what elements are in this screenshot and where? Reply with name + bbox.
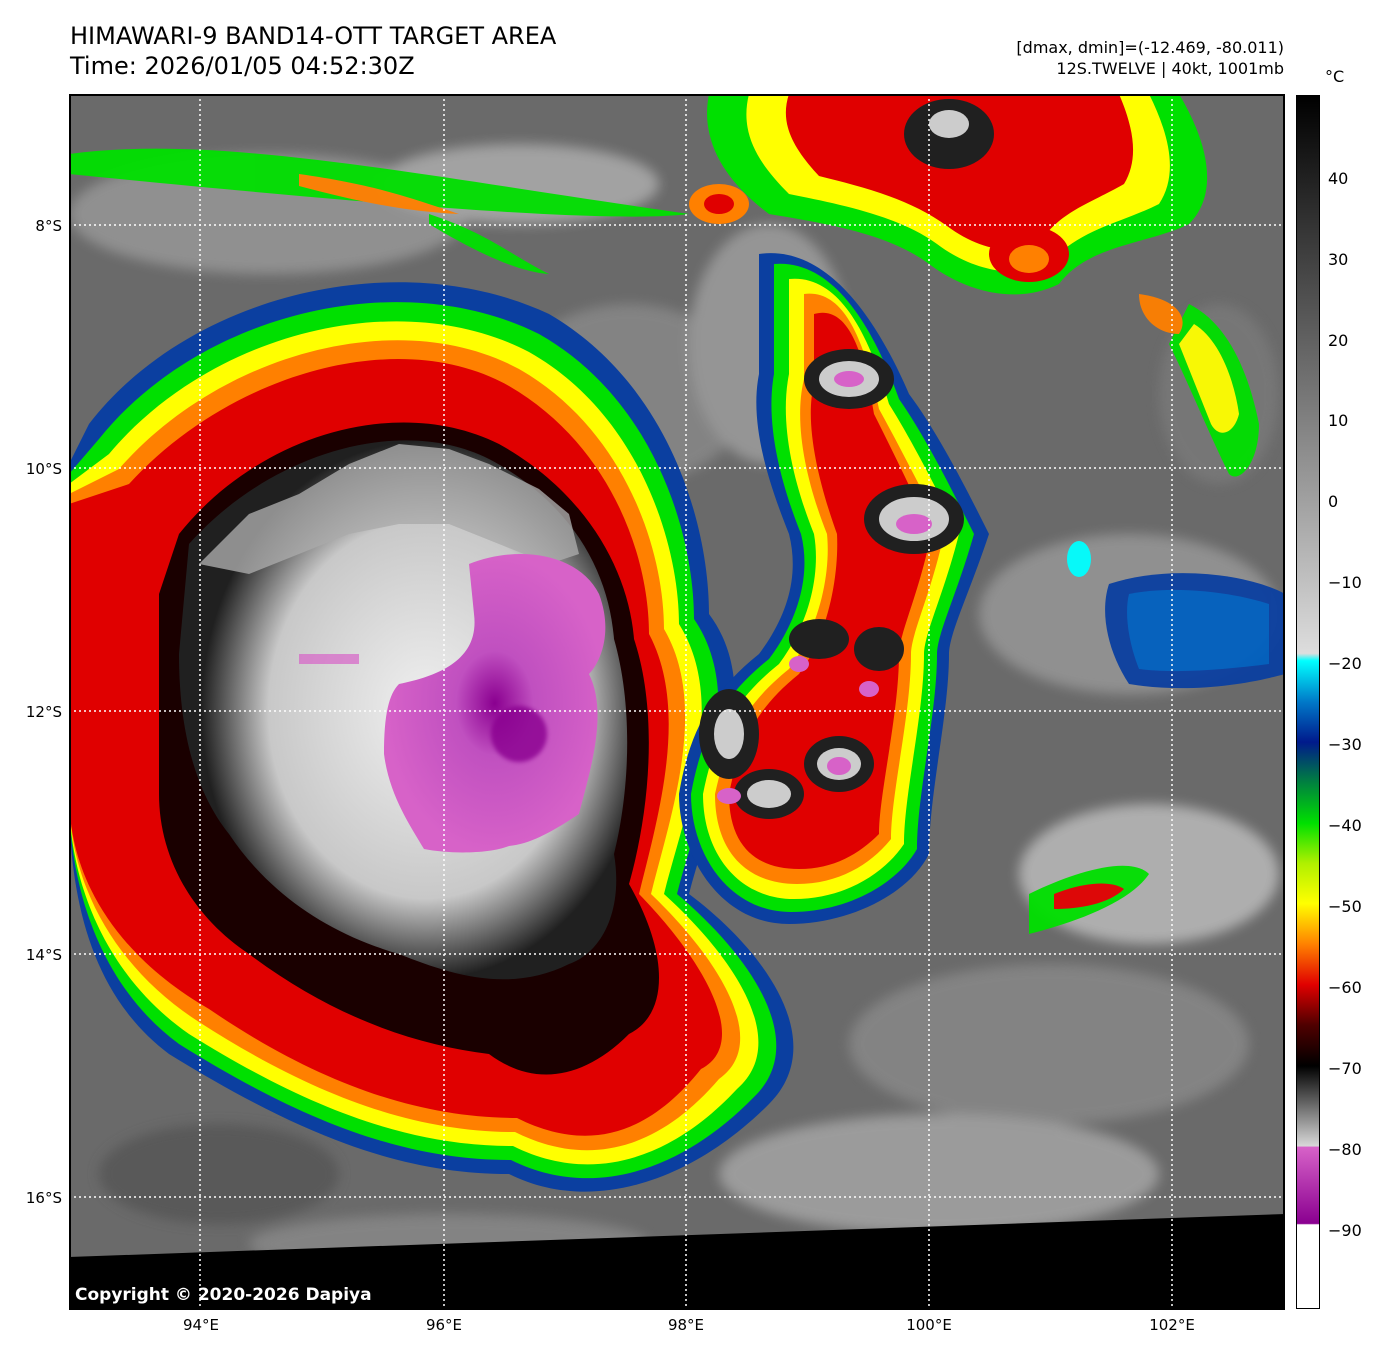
colorbar-tick-label: 0 bbox=[1328, 492, 1339, 511]
colorbar-unit: °C bbox=[1325, 67, 1345, 86]
colorbar-tick-label: −50 bbox=[1328, 897, 1362, 916]
colorbar-tick-label: −90 bbox=[1328, 1221, 1362, 1240]
colorbar-tick-label: −10 bbox=[1328, 573, 1362, 592]
colorbar-tick-label: 20 bbox=[1328, 331, 1349, 350]
lon-label-100e: 100°E bbox=[906, 1316, 952, 1334]
map-frame bbox=[69, 94, 1285, 1310]
colorbar-tick-label: −20 bbox=[1328, 654, 1362, 673]
colorbar-tick-label: −70 bbox=[1328, 1059, 1362, 1078]
lat-label-14s: 14°S bbox=[25, 946, 62, 964]
lon-label-96e: 96°E bbox=[425, 1316, 463, 1334]
colorbar-tick-label: −60 bbox=[1328, 978, 1362, 997]
colorbar-tick-label: 30 bbox=[1328, 250, 1349, 269]
lon-label-102e: 102°E bbox=[1149, 1316, 1195, 1334]
colorbar-tick-label: 10 bbox=[1328, 411, 1349, 430]
copyright-text: Copyright © 2020-2026 Dapiya bbox=[75, 1285, 372, 1305]
lat-label-12s: 12°S bbox=[25, 703, 62, 721]
convective-band bbox=[679, 253, 989, 924]
storm-info: 12S.TWELVE | 40kt, 1001mb bbox=[1056, 59, 1284, 78]
colorbar-tick-label: −30 bbox=[1328, 735, 1362, 754]
colorbar-tick-label: 40 bbox=[1328, 169, 1349, 188]
lon-label-98e: 98°E bbox=[667, 1316, 705, 1334]
cirrus-streaks bbox=[69, 148, 1285, 934]
data-range-info: [dmax, dmin]=(-12.469, -80.011) bbox=[1016, 38, 1284, 57]
colorbar-gradient bbox=[1296, 95, 1320, 1309]
timestamp-title: Time: 2026/01/05 04:52:30Z bbox=[70, 52, 415, 80]
lat-label-8s: 8°S bbox=[35, 217, 62, 235]
north-convective-cluster bbox=[689, 94, 1208, 295]
no-data-region bbox=[69, 1214, 1285, 1310]
lat-label-10s: 10°S bbox=[25, 460, 62, 478]
lon-label-94e: 94°E bbox=[182, 1316, 220, 1334]
colorbar bbox=[1296, 95, 1320, 1309]
colorbar-tick-label: −40 bbox=[1328, 816, 1362, 835]
main-storm bbox=[69, 282, 794, 1192]
colorbar-tick-label: −80 bbox=[1328, 1140, 1362, 1159]
satellite-map: Copyright © 2020-2026 Dapiya bbox=[69, 94, 1285, 1310]
chart-title: HIMAWARI-9 BAND14-OTT TARGET AREA bbox=[70, 22, 557, 50]
lat-label-16s: 16°S bbox=[25, 1189, 62, 1207]
